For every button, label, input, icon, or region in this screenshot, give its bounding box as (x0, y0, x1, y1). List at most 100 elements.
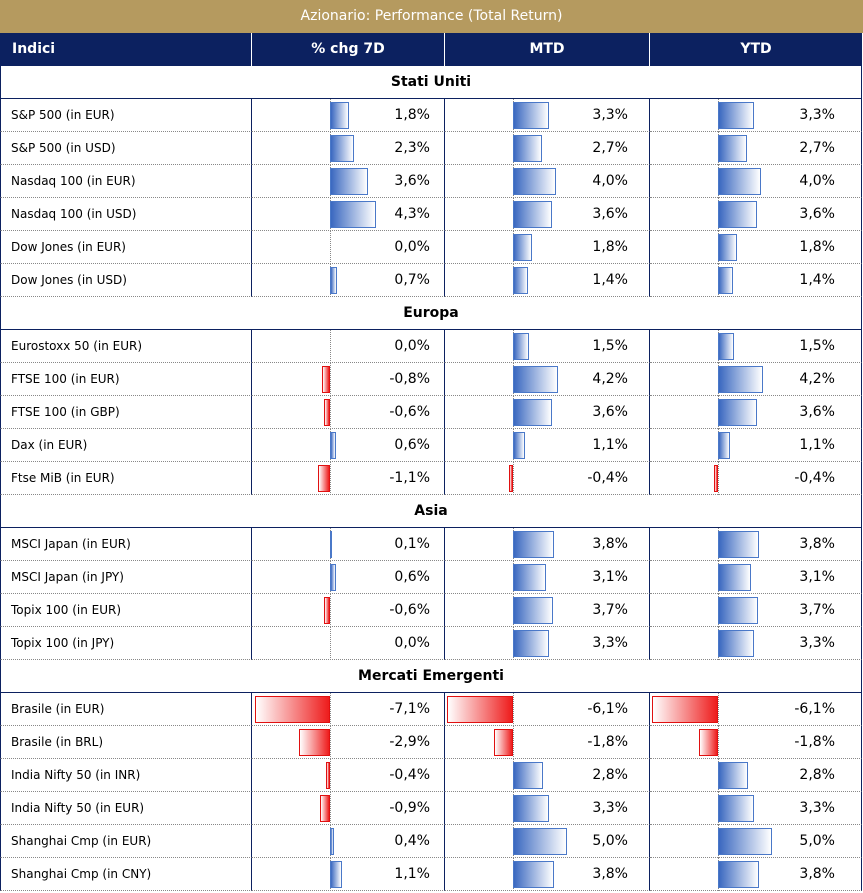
cell (445, 792, 650, 825)
value-label: 4,0% (799, 173, 835, 189)
cell (252, 363, 445, 396)
cell (445, 231, 650, 264)
value-label: -2,9% (389, 734, 430, 750)
value-label: 3,8% (799, 536, 835, 552)
cell (252, 858, 445, 891)
data-bar (513, 861, 555, 888)
data-bar (254, 696, 330, 723)
cell (650, 363, 862, 396)
data-bar (513, 597, 553, 624)
data-bar (513, 201, 552, 228)
value-label: 0,0% (394, 338, 430, 354)
row-label: S&P 500 (in EUR) (0, 99, 252, 132)
cell (650, 528, 862, 561)
data-bar (299, 729, 330, 756)
row-label: India Nifty 50 (in EUR) (0, 792, 252, 825)
value-label: 0,4% (394, 833, 430, 849)
data-bar (718, 267, 734, 294)
cell (445, 759, 650, 792)
data-bar (330, 102, 350, 129)
cell (252, 462, 445, 495)
value-label: 0,0% (394, 635, 430, 651)
section-header: Asia (0, 495, 862, 528)
data-bar (513, 630, 549, 657)
data-bar (718, 531, 760, 558)
row-label: India Nifty 50 (in INR) (0, 759, 252, 792)
cell (445, 132, 650, 165)
column-header: % chg 7D (252, 33, 445, 66)
row-label: FTSE 100 (in GBP) (0, 396, 252, 429)
value-label: -1,1% (389, 470, 430, 486)
cell (445, 594, 650, 627)
cell (650, 726, 862, 759)
cell (650, 99, 862, 132)
cell (650, 264, 862, 297)
cell (650, 396, 862, 429)
cell (445, 561, 650, 594)
row-label: MSCI Japan (in EUR) (0, 528, 252, 561)
cell (650, 693, 862, 726)
value-label: 0,0% (394, 239, 430, 255)
data-bar (323, 597, 330, 624)
data-bar (447, 696, 513, 723)
value-label: 3,6% (799, 206, 835, 222)
bar-axis (330, 231, 331, 264)
bar-axis (330, 759, 331, 792)
value-label: 1,1% (394, 866, 430, 882)
row-label: Nasdaq 100 (in EUR) (0, 165, 252, 198)
cell (252, 726, 445, 759)
data-bar (718, 201, 757, 228)
value-label: 1,4% (592, 272, 628, 288)
cell (445, 693, 650, 726)
value-label: 3,3% (592, 635, 628, 651)
row-label: Brasile (in EUR) (0, 693, 252, 726)
cell (252, 792, 445, 825)
cell (650, 858, 862, 891)
value-label: 3,8% (592, 536, 628, 552)
value-label: 4,3% (394, 206, 430, 222)
data-bar (718, 630, 754, 657)
value-label: 3,6% (592, 206, 628, 222)
data-bar (513, 168, 557, 195)
value-label: 3,8% (799, 866, 835, 882)
data-bar (330, 828, 335, 855)
cell (650, 231, 862, 264)
data-bar (508, 465, 513, 492)
cell (252, 198, 445, 231)
data-bar (513, 366, 559, 393)
bar-axis (330, 462, 331, 495)
value-label: 2,7% (799, 140, 835, 156)
value-label: 5,0% (799, 833, 835, 849)
data-bar (513, 135, 543, 162)
data-bar (513, 828, 567, 855)
value-label: 3,3% (799, 107, 835, 123)
data-bar (718, 432, 730, 459)
bar-axis (513, 462, 514, 495)
row-label: Eurostoxx 50 (in EUR) (0, 330, 252, 363)
value-label: -6,1% (587, 701, 628, 717)
cell (445, 825, 650, 858)
section-header: Mercati Emergenti (0, 660, 862, 693)
row-label: Dow Jones (in EUR) (0, 231, 252, 264)
data-bar (330, 267, 338, 294)
data-bar (718, 399, 757, 426)
cell (650, 561, 862, 594)
data-bar (718, 828, 772, 855)
cell (445, 462, 650, 495)
value-label: 3,3% (799, 635, 835, 651)
value-label: 1,4% (799, 272, 835, 288)
value-label: 1,8% (592, 239, 628, 255)
cell (445, 429, 650, 462)
cell (445, 330, 650, 363)
data-bar (718, 564, 752, 591)
bar-axis (330, 627, 331, 660)
cell (252, 825, 445, 858)
value-label: 3,8% (592, 866, 628, 882)
data-bar (320, 795, 330, 822)
cell (650, 429, 862, 462)
data-bar (513, 762, 544, 789)
bar-axis (718, 462, 719, 495)
cell (252, 231, 445, 264)
bar-axis (330, 594, 331, 627)
